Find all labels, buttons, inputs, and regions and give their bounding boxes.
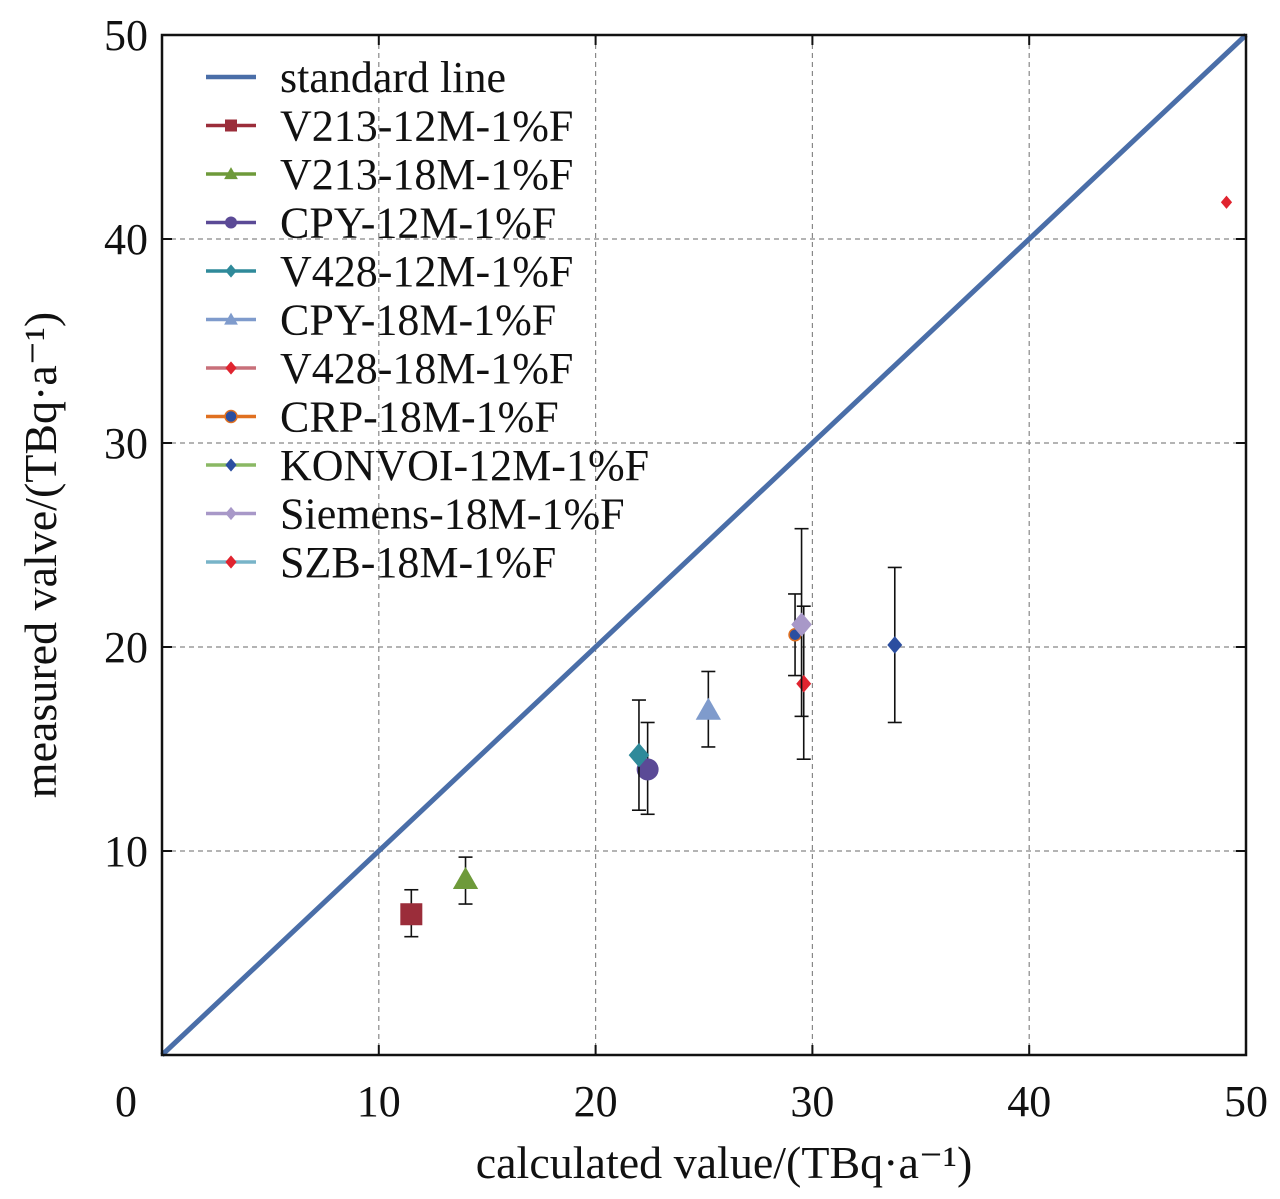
x-tick-label: 10: [357, 1077, 401, 1126]
legend-label: standard line: [280, 53, 506, 102]
legend-label: V213-12M-1%F: [280, 102, 573, 151]
legend-label: Siemens-18M-1%F: [280, 490, 625, 539]
y-tick-label: 50: [104, 11, 148, 60]
series-cpy-12m-1-f: [636, 721, 659, 816]
x-tick-label: 40: [1007, 1077, 1051, 1126]
data-point: [791, 612, 812, 637]
y-axis-title: measured valve/(TBq·a⁻¹): [15, 312, 66, 798]
series-szb-18m-1-f: [1220, 195, 1233, 209]
data-point: [628, 743, 650, 768]
legend-marker: [225, 119, 237, 132]
series-v213-18m-1-f: [452, 856, 479, 905]
grid-lines: [162, 35, 1246, 1055]
series-siemens-18m-1-f: [791, 527, 812, 718]
legend-entry: V213-18M-1%F: [206, 150, 573, 199]
legend-label: CPY-18M-1%F: [280, 296, 556, 345]
plot-area-frame: [160, 33, 1248, 1057]
series-cpy-18m-1-f: [695, 670, 721, 748]
legend-entry: CPY-18M-1%F: [206, 296, 556, 345]
data-point: [887, 636, 903, 654]
data-point: [695, 697, 721, 720]
standard-line-layer: [160, 33, 1248, 1057]
legend-label: V428-12M-1%F: [280, 247, 573, 296]
legend-marker: [225, 216, 237, 229]
legend-label: CRP-18M-1%F: [280, 393, 559, 442]
legend-marker: [225, 361, 237, 375]
y-tick-label: 30: [104, 419, 148, 468]
legend-label: V213-18M-1%F: [280, 150, 573, 199]
legend-label: V428-18M-1%F: [280, 344, 573, 393]
series-v428-12m-1-f: [628, 699, 650, 812]
legend-entry: V213-12M-1%F: [206, 102, 573, 151]
x-tick-label: 20: [574, 1077, 618, 1126]
legend: standard lineV213-12M-1%FV213-18M-1%FCPY…: [206, 53, 649, 587]
legend-marker: [225, 458, 237, 472]
y-tick-label: 20: [104, 623, 148, 672]
x-tick-label: 30: [790, 1077, 834, 1126]
axis-ticks: 0 10 20 30 40 50 10 20 30 40 50: [104, 11, 1268, 1126]
legend-marker: [225, 264, 237, 278]
legend-entry: CPY-12M-1%F: [206, 199, 556, 248]
data-points: [400, 195, 1233, 938]
legend-entry: CRP-18M-1%F: [206, 393, 559, 442]
x-tick-label: 50: [1224, 1077, 1268, 1126]
x-tick-label: 0: [115, 1077, 137, 1126]
series-v213-12m-1-f: [400, 888, 423, 938]
data-point: [636, 758, 659, 781]
data-point: [1220, 195, 1233, 209]
legend-marker: [225, 555, 237, 569]
x-axis-title: calculated value/(TBq·a⁻¹): [476, 1137, 973, 1188]
legend-marker: [225, 506, 237, 521]
legend-entry: V428-18M-1%F: [206, 344, 573, 393]
data-point: [452, 866, 479, 890]
legend-entry: Siemens-18M-1%F: [206, 490, 625, 539]
y-tick-label: 40: [104, 215, 148, 264]
legend-entry: KONVOI-12M-1%F: [206, 441, 649, 490]
legend-marker: [224, 167, 238, 180]
standard-line: [160, 33, 1248, 1057]
legend-marker: [224, 312, 238, 325]
legend-label: SZB-18M-1%F: [280, 538, 556, 587]
legend-marker: [224, 409, 238, 424]
data-point: [400, 903, 423, 926]
series-konvoi-12m-1-f: [887, 566, 903, 724]
data-point: [796, 674, 812, 693]
legend-entry: standard line: [206, 53, 506, 102]
legend-entry: SZB-18M-1%F: [206, 538, 556, 587]
y-tick-label: 10: [104, 827, 148, 876]
legend-label: CPY-12M-1%F: [280, 199, 556, 248]
legend-entry: V428-12M-1%F: [206, 247, 573, 296]
legend-label: KONVOI-12M-1%F: [280, 441, 649, 490]
